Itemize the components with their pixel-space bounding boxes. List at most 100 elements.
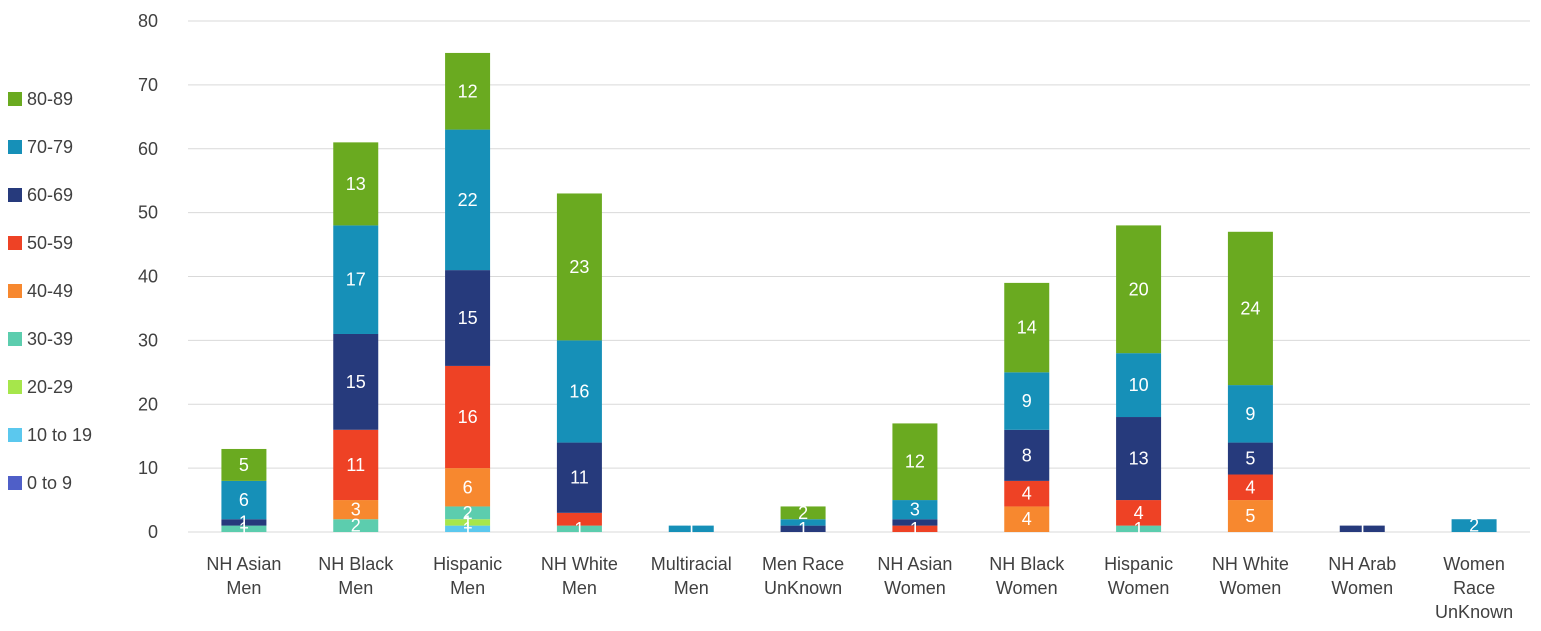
bar-segment [221,519,267,526]
legend-swatch [8,332,22,346]
data-label: 1 [463,519,473,539]
legend-swatch [8,476,22,490]
bar-segment [445,506,491,520]
x-tick-label: Women Race UnKnown [1435,554,1513,622]
y-tick-label: 30 [138,330,158,350]
bar-segment [892,423,938,501]
bar-segment [556,193,602,341]
bar-segment [1227,385,1273,443]
y-tick-label: 0 [148,522,158,542]
x-tick-label: NH Arab Women [1328,554,1396,598]
gridlines [188,20,1530,533]
x-tick-label: NH White Women [1212,554,1289,598]
data-label: 1 [1357,519,1367,539]
y-tick-label: 10 [138,458,158,478]
bar-segment [892,500,938,520]
x-tick-label: NH Black Men [318,554,394,598]
bar-segment [1116,417,1162,501]
legend-label: 70-79 [27,137,73,157]
legend-label: 20-29 [27,377,73,397]
data-label: 5 [1245,449,1255,469]
bar-segment [1116,353,1162,418]
data-label: 17 [346,270,366,290]
data-label: 5 [1245,506,1255,526]
x-axis-labels: NH Asian Men NH Black Men Hispanic Men NH Whit… [206,554,1513,622]
legend-swatch [8,236,22,250]
y-axis-ticks: 0 10 20 30 40 50 60 70 80 [138,11,158,542]
data-label: 2 [463,503,473,523]
bar-segment [556,525,602,532]
data-label: 14 [1017,318,1037,338]
y-tick-label: 50 [138,203,158,223]
legend-label: 40-49 [27,281,73,301]
bar-segment [445,525,491,532]
bar-segment [1227,474,1273,501]
data-label: 24 [1240,298,1260,318]
bar-segment [333,429,379,501]
data-label: 2 [798,503,808,523]
bar-segment [333,142,379,226]
legend-swatch [8,284,22,298]
bar-segment [221,448,267,481]
bar-segment [556,340,602,443]
x-tick-label: NH Black Women [989,554,1065,598]
bar-segment [892,525,938,532]
data-label: 20 [1129,279,1149,299]
y-tick-label: 60 [138,139,158,159]
data-label: 6 [463,477,473,497]
data-label: 3 [910,500,920,520]
data-label: 1 [239,519,249,539]
bar-segment [333,333,379,430]
bar-segment [445,519,491,526]
data-label: 22 [458,190,478,210]
data-label: 11 [346,455,365,475]
bar-segment [333,500,379,520]
bar-segment [445,52,491,130]
bar-segment [780,506,826,520]
legend-swatch [8,92,22,106]
data-label: 10 [1129,375,1149,395]
data-label: 4 [1022,484,1032,504]
data-label: 9 [1245,404,1255,424]
data-label: 12 [458,81,478,101]
legend-label: 50-59 [27,233,73,253]
bar-segment [1339,525,1385,532]
legend-swatch [8,380,22,394]
x-tick-label: NH Asian Men [206,554,281,598]
data-label: 1 [1134,519,1144,539]
data-label: 8 [1022,445,1032,465]
legend-swatch [8,188,22,202]
bar-segment [892,519,938,526]
bar-segment [1004,480,1050,507]
bars [221,52,1497,532]
y-tick-label: 70 [138,75,158,95]
bar-segment [333,519,379,532]
legend-swatch [8,140,22,154]
bar-segment [668,525,714,532]
bar-segment [780,525,826,532]
bar-segment [1004,372,1050,430]
bar-segment [221,525,267,532]
x-tick-label: NH White Men [541,554,618,598]
bar-segment [1116,225,1162,354]
bar-segment [1451,519,1497,532]
legend-label: 30-39 [27,329,73,349]
data-label: 16 [569,381,589,401]
data-label: 1 [239,512,249,532]
data-label: 2 [351,516,361,536]
legend: 80-89 70-79 60-69 50-59 40-49 30-39 20-29 10 to… [8,89,92,493]
bar-segment [1004,429,1050,481]
data-label: 6 [239,490,249,510]
bar-segment [1116,500,1162,526]
x-tick-label: Men Race UnKnown [762,554,844,598]
bar-segment [1004,282,1050,373]
data-label: 23 [569,257,589,277]
data-label: 16 [458,407,478,427]
legend-label: 80-89 [27,89,73,109]
data-label: 4 [1245,477,1255,497]
y-tick-label: 20 [138,394,158,414]
bar-segment [445,270,491,366]
bar-segment [333,225,379,334]
bar-segment [780,519,826,526]
x-tick-label: NH Asian Women [877,554,952,598]
